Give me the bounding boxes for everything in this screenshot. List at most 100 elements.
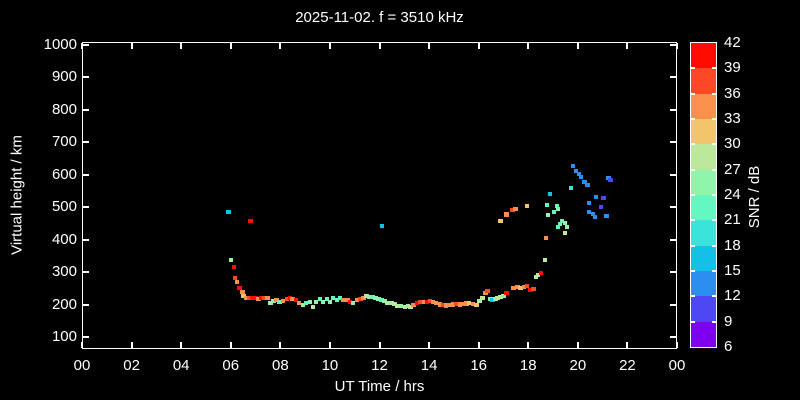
data-point (237, 285, 242, 291)
x-tick-label: 12 (371, 357, 388, 374)
data-point (586, 200, 592, 206)
plot-area (81, 42, 678, 349)
x-tick (527, 342, 530, 348)
y-tick (670, 108, 676, 111)
x-tick-label: 00 (73, 357, 91, 374)
x-tick (428, 43, 431, 49)
data-point (601, 195, 606, 201)
data-point (414, 300, 420, 306)
data-point (582, 179, 587, 185)
colorbar-tick-label: 42 (724, 34, 741, 51)
x-tick (378, 342, 381, 348)
data-point (542, 257, 548, 263)
data-point (547, 191, 553, 197)
x-tick (477, 342, 480, 348)
y-tick (83, 173, 89, 176)
colorbar-segment (691, 144, 716, 171)
data-point (320, 299, 326, 305)
data-point (578, 174, 584, 180)
data-point (271, 298, 276, 304)
data-point (354, 297, 360, 303)
data-point (421, 299, 427, 305)
data-point (430, 299, 436, 305)
data-point (317, 296, 323, 302)
colorbar-tick (691, 270, 695, 272)
data-point (367, 294, 372, 300)
data-point (551, 209, 557, 215)
data-point (545, 212, 551, 218)
colorbar-tick (712, 194, 716, 196)
data-point (361, 295, 366, 301)
colorbar-tick (712, 143, 716, 146)
data-point (576, 171, 582, 177)
colorbar-tick (691, 67, 695, 70)
data-point (447, 302, 453, 308)
data-point (433, 300, 439, 306)
y-tick (83, 141, 89, 144)
x-tick-label: 10 (321, 357, 339, 374)
x-tick (626, 43, 629, 49)
data-point (511, 285, 516, 291)
data-point (310, 304, 316, 310)
data-point (538, 270, 544, 276)
x-tick (328, 43, 331, 49)
data-point (528, 287, 533, 293)
data-point (408, 304, 413, 310)
data-point (370, 294, 375, 300)
colorbar-tick (712, 118, 716, 120)
colorbar-tick (712, 92, 716, 95)
data-point (232, 275, 238, 281)
y-tick (83, 271, 89, 274)
x-tick-label: 08 (271, 357, 289, 374)
colorbar-segment (691, 195, 716, 221)
data-point (504, 212, 509, 217)
data-point (555, 224, 561, 230)
data-point (307, 299, 313, 305)
colorbar (690, 42, 717, 348)
x-tick (576, 342, 579, 348)
chart-title: 2025-11-02. f = 3510 kHz (295, 9, 464, 26)
data-point (274, 297, 279, 303)
x-tick-label: 22 (619, 357, 636, 374)
data-point (392, 301, 397, 307)
x-tick (279, 342, 282, 348)
data-point (598, 204, 604, 210)
x-tick-label: 00 (668, 357, 686, 374)
data-point (244, 295, 249, 301)
data-point (573, 168, 579, 174)
data-point (287, 295, 292, 301)
x-tick (279, 43, 282, 49)
data-point (341, 297, 346, 303)
y-tick (670, 44, 676, 46)
data-point (604, 213, 609, 219)
data-point (234, 279, 240, 285)
colorbar-segment (691, 43, 716, 69)
x-tick-label: 02 (123, 357, 140, 374)
data-point (373, 295, 378, 301)
data-point (228, 257, 234, 263)
data-point (417, 299, 423, 305)
x-tick (477, 43, 480, 49)
y-tick-label: 1000 (43, 36, 77, 53)
data-point (593, 194, 599, 200)
data-point (586, 209, 592, 215)
colorbar-tick (712, 320, 716, 323)
colorbar-tick (691, 118, 695, 120)
data-point (466, 300, 472, 306)
data-point (450, 302, 456, 307)
data-point (262, 295, 267, 301)
data-point (379, 223, 385, 229)
x-tick (676, 43, 678, 49)
x-tick (576, 43, 579, 49)
data-point (562, 230, 568, 236)
data-point (443, 303, 449, 308)
data-point (495, 295, 500, 301)
data-point (284, 296, 290, 302)
data-point (300, 302, 306, 308)
x-tick-label: 20 (569, 357, 587, 374)
data-point (555, 206, 561, 212)
data-point (562, 220, 568, 226)
y-tick (670, 173, 676, 176)
y-tick (83, 206, 89, 209)
y-tick (670, 336, 676, 338)
